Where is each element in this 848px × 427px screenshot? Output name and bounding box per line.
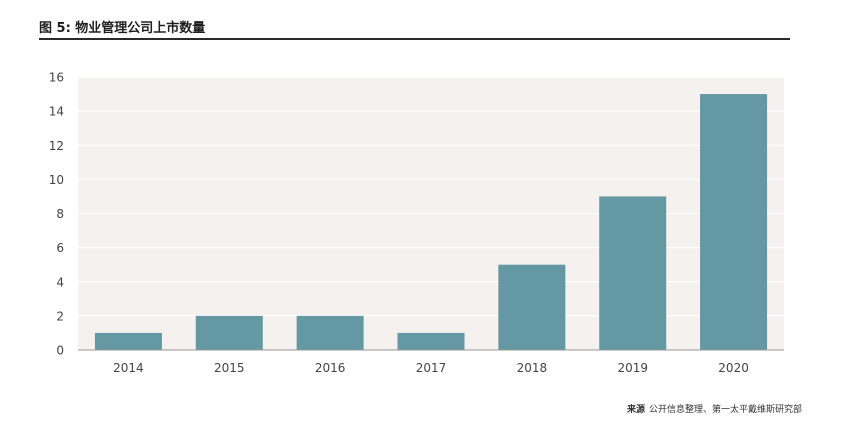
y-tick-label: 2 <box>56 309 64 323</box>
bar-2016 <box>296 315 364 350</box>
bar-2020 <box>700 94 768 350</box>
y-tick-label: 10 <box>49 173 64 187</box>
bar-2017 <box>397 332 465 350</box>
y-axis-ticks: 0 2 4 6 8 10 12 14 16 <box>49 71 64 358</box>
source-label: 来源 <box>626 405 645 415</box>
gridlines <box>78 76 784 317</box>
y-tick-label: 12 <box>49 139 64 153</box>
source-text: 公开信息整理、第一太平戴维斯研究部 <box>648 405 802 415</box>
y-tick-label: 0 <box>56 344 64 358</box>
x-tick-label: 2016 <box>315 361 346 375</box>
y-tick-label: 14 <box>49 105 64 119</box>
x-tick-label: 2018 <box>517 361 548 375</box>
bar-2014 <box>94 332 162 350</box>
y-tick-label: 4 <box>56 275 64 289</box>
x-axis-ticks: 2014 2015 2016 2017 2018 2019 2020 <box>113 361 749 375</box>
title-divider <box>39 38 790 40</box>
x-tick-label: 2014 <box>113 361 144 375</box>
x-tick-label: 2019 <box>617 361 648 375</box>
source-note: 来源 公开信息整理、第一太平戴维斯研究部 <box>627 402 802 415</box>
x-tick-label: 2015 <box>214 361 245 375</box>
bars <box>94 94 768 350</box>
figure-title: 图 5: 物业管理公司上市数量 <box>39 21 206 36</box>
x-tick-label: 2017 <box>416 361 447 375</box>
bar-2018 <box>498 264 566 350</box>
x-tick-label: 2020 <box>718 361 749 375</box>
y-tick-label: 16 <box>49 71 64 85</box>
bar-2015 <box>195 315 263 350</box>
y-tick-label: 6 <box>56 241 64 255</box>
bar-2019 <box>599 196 667 350</box>
y-tick-label: 8 <box>56 207 64 221</box>
